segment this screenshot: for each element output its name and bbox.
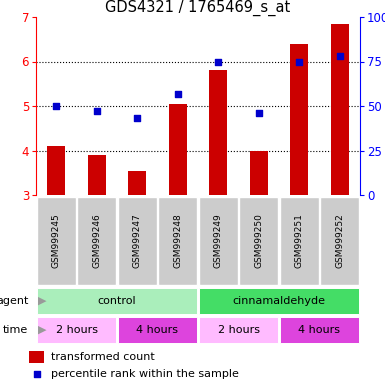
Bar [209, 70, 228, 195]
Bar [199, 288, 359, 314]
Bar [199, 197, 238, 285]
Point [296, 58, 302, 65]
Text: GSM999250: GSM999250 [254, 214, 263, 268]
Text: GSM999248: GSM999248 [173, 214, 182, 268]
Text: ▶: ▶ [38, 325, 47, 335]
Bar [169, 104, 187, 195]
Bar [77, 197, 116, 285]
Point [175, 91, 181, 97]
Point [134, 115, 140, 121]
Bar [249, 151, 268, 195]
Title: GDS4321 / 1765469_s_at: GDS4321 / 1765469_s_at [105, 0, 291, 16]
Text: GSM999251: GSM999251 [295, 214, 304, 268]
Bar [280, 197, 319, 285]
Bar [239, 197, 278, 285]
Bar [37, 288, 198, 314]
Text: GSM999245: GSM999245 [52, 214, 61, 268]
Text: percentile rank within the sample: percentile rank within the sample [51, 369, 239, 379]
Text: ▶: ▶ [38, 296, 47, 306]
Text: GSM999249: GSM999249 [214, 214, 223, 268]
Text: control: control [98, 296, 136, 306]
Text: 2 hours: 2 hours [55, 325, 97, 335]
Text: 2 hours: 2 hours [218, 325, 259, 335]
Bar [320, 197, 359, 285]
Bar [118, 317, 198, 343]
Point [215, 58, 221, 65]
Bar [280, 317, 359, 343]
Text: cinnamaldehyde: cinnamaldehyde [233, 296, 325, 306]
Bar [331, 24, 349, 195]
Point [94, 108, 100, 114]
Text: 4 hours: 4 hours [137, 325, 179, 335]
Text: agent: agent [0, 296, 28, 306]
Text: transformed count: transformed count [51, 353, 155, 362]
Bar [290, 44, 308, 195]
Bar [47, 146, 65, 195]
Text: GSM999246: GSM999246 [92, 214, 101, 268]
Point [256, 110, 262, 116]
Text: time: time [3, 325, 28, 335]
Bar [29, 351, 44, 363]
Text: 4 hours: 4 hours [298, 325, 340, 335]
Point [336, 53, 343, 59]
Point [53, 103, 59, 109]
Bar [128, 170, 146, 195]
Bar [37, 317, 116, 343]
Bar [158, 197, 198, 285]
Text: GSM999247: GSM999247 [133, 214, 142, 268]
Bar [88, 155, 106, 195]
Bar [199, 317, 278, 343]
Text: GSM999252: GSM999252 [335, 214, 344, 268]
Bar [118, 197, 157, 285]
Bar [37, 197, 76, 285]
Point [34, 371, 40, 377]
